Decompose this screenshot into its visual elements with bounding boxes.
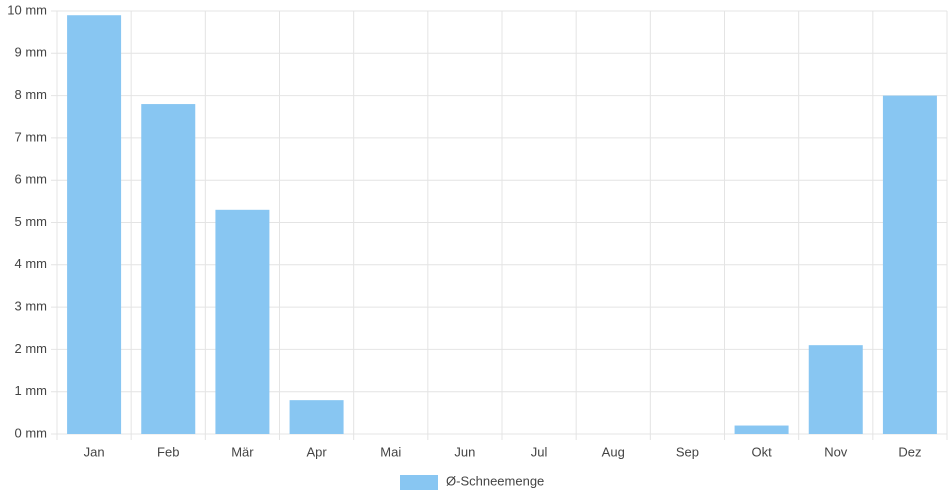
- legend-swatch: [400, 475, 438, 490]
- y-tick-label: 2 mm: [15, 341, 48, 356]
- x-tick-label: Feb: [157, 444, 179, 459]
- x-tick-label: Nov: [824, 444, 848, 459]
- x-tick-label: Mär: [231, 444, 254, 459]
- bar: [734, 425, 789, 434]
- bar: [289, 400, 344, 434]
- x-tick-label: Jul: [531, 444, 548, 459]
- y-tick-label: 5 mm: [15, 214, 48, 229]
- y-tick-label: 6 mm: [15, 172, 48, 187]
- y-tick-label: 3 mm: [15, 299, 48, 314]
- bar: [141, 104, 196, 434]
- x-tick-label: Apr: [306, 444, 327, 459]
- y-tick-label: 9 mm: [15, 45, 48, 60]
- x-tick-label: Jun: [454, 444, 475, 459]
- x-tick-label: Okt: [751, 444, 772, 459]
- x-tick-label: Mai: [380, 444, 401, 459]
- bar: [882, 95, 937, 434]
- bar: [808, 345, 863, 434]
- y-tick-label: 7 mm: [15, 129, 48, 144]
- legend-label: Ø-Schneemenge: [446, 473, 544, 488]
- y-tick-label: 1 mm: [15, 383, 48, 398]
- y-tick-label: 0 mm: [15, 425, 48, 440]
- bar: [67, 15, 122, 434]
- x-tick-label: Sep: [676, 444, 699, 459]
- x-tick-label: Dez: [898, 444, 921, 459]
- y-tick-label: 8 mm: [15, 87, 48, 102]
- x-tick-label: Aug: [602, 444, 625, 459]
- y-tick-label: 10 mm: [7, 2, 47, 17]
- y-tick-label: 4 mm: [15, 256, 48, 271]
- x-tick-label: Jan: [84, 444, 105, 459]
- bar: [215, 209, 270, 434]
